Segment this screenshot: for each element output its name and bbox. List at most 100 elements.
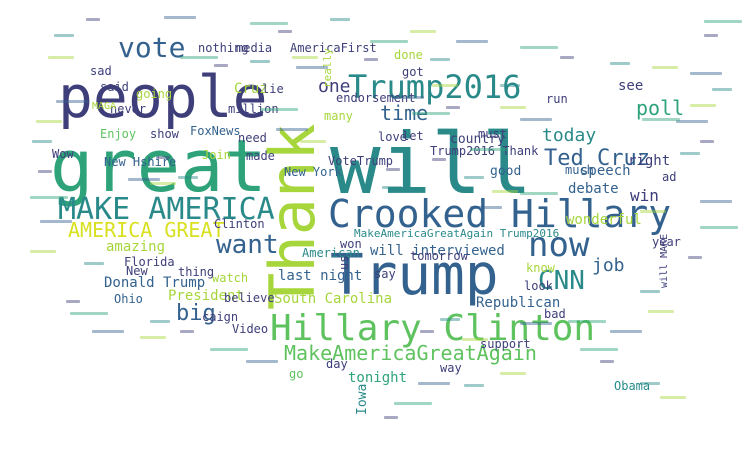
filler-word-mark bbox=[680, 152, 700, 155]
filler-word-mark bbox=[520, 192, 558, 195]
filler-word-mark bbox=[412, 112, 450, 115]
filler-word-mark bbox=[178, 176, 198, 179]
word-wow: Wow bbox=[52, 147, 74, 161]
word-country: country bbox=[450, 132, 505, 147]
word-right: right bbox=[628, 153, 671, 169]
filler-word-mark bbox=[392, 96, 424, 99]
word-see: see bbox=[618, 78, 644, 94]
filler-word-mark bbox=[382, 186, 402, 189]
filler-word-mark bbox=[700, 200, 732, 203]
filler-word-mark bbox=[520, 46, 558, 49]
filler-word-mark bbox=[660, 396, 686, 399]
filler-word-mark bbox=[54, 34, 74, 37]
word-makeamericagreatagain-trump2016: MakeAmericaGreatAgain Trump2016 bbox=[354, 227, 560, 240]
word-foxnews: FoxNews bbox=[190, 124, 241, 138]
word-enjoy: Enjoy bbox=[100, 127, 137, 141]
word-american: American bbox=[302, 246, 360, 260]
word-go: go bbox=[289, 367, 304, 381]
filler-word-mark bbox=[214, 64, 228, 67]
word-obama: Obama bbox=[614, 379, 651, 393]
filler-word-mark bbox=[86, 18, 100, 21]
filler-word-mark bbox=[610, 62, 630, 65]
filler-word-mark bbox=[30, 250, 56, 253]
filler-word-mark bbox=[92, 330, 124, 333]
word-president: President bbox=[168, 288, 244, 304]
word-tomorrow: tomorrow bbox=[410, 249, 468, 263]
word-debate: debate bbox=[568, 181, 619, 197]
filler-word-mark bbox=[456, 40, 488, 43]
word-much: much bbox=[565, 163, 594, 177]
filler-word-mark bbox=[500, 372, 526, 375]
word-done: done bbox=[394, 48, 423, 62]
word-will: will bbox=[330, 115, 533, 213]
word-trump2016: Trump2016 bbox=[348, 68, 522, 106]
word-must: must bbox=[478, 127, 507, 141]
word-iowa: Iowa bbox=[355, 383, 370, 415]
word-sad: sad bbox=[90, 64, 112, 78]
filler-word-mark bbox=[38, 170, 52, 173]
filler-word-mark bbox=[210, 348, 248, 351]
word-many: many bbox=[324, 109, 353, 123]
word-amazing: amazing bbox=[106, 239, 166, 255]
filler-word-mark bbox=[66, 300, 80, 303]
filler-word-mark bbox=[648, 310, 674, 313]
filler-word-mark bbox=[250, 22, 288, 25]
word-new-york: New York bbox=[284, 165, 342, 179]
word-run: run bbox=[546, 92, 568, 106]
filler-word-mark bbox=[180, 330, 194, 333]
word-great: great bbox=[50, 124, 267, 208]
word-need: need bbox=[238, 131, 267, 145]
filler-word-mark bbox=[690, 104, 716, 107]
word-support: support bbox=[480, 337, 531, 351]
word-bad: bad bbox=[544, 307, 566, 321]
filler-word-mark bbox=[300, 140, 326, 143]
word-hillary-clinton: Hillary Clinton bbox=[270, 308, 596, 349]
filler-word-mark bbox=[560, 56, 574, 59]
filler-word-mark bbox=[520, 118, 552, 121]
word-show: show bbox=[150, 127, 179, 141]
filler-word-mark bbox=[432, 84, 458, 87]
word-last-night: last night bbox=[278, 268, 363, 284]
word-ohio: Ohio bbox=[114, 292, 143, 306]
filler-word-mark bbox=[36, 120, 62, 123]
word-cnn: CNN bbox=[538, 266, 585, 296]
word-today: today bbox=[542, 125, 597, 146]
word-ad: ad bbox=[662, 170, 677, 184]
filler-word-mark bbox=[56, 100, 88, 103]
word-media: media bbox=[236, 41, 273, 55]
word-let: let bbox=[402, 129, 424, 143]
word-thing: thing bbox=[178, 265, 215, 279]
word-will-make: will MAKE bbox=[659, 233, 670, 288]
filler-word-mark bbox=[700, 226, 738, 229]
filler-word-mark bbox=[150, 320, 170, 323]
word-video: Video bbox=[232, 322, 269, 336]
filler-word-mark bbox=[676, 120, 708, 123]
filler-word-mark bbox=[386, 168, 400, 171]
filler-word-mark bbox=[464, 384, 484, 387]
filler-word-mark bbox=[420, 330, 434, 333]
filler-word-mark bbox=[640, 382, 660, 385]
word-win: win bbox=[630, 186, 659, 205]
word-make-america: MAKE AMERICA bbox=[58, 192, 275, 227]
word-votetrump: VoteTrump bbox=[328, 154, 394, 168]
filler-word-mark bbox=[520, 322, 552, 325]
filler-word-mark bbox=[688, 256, 702, 259]
word-day: day bbox=[326, 357, 348, 371]
word-tonight: tonight bbox=[348, 370, 408, 386]
word-clinton: Clinton bbox=[214, 217, 265, 231]
filler-word-mark bbox=[440, 318, 460, 321]
filler-word-mark bbox=[500, 106, 526, 109]
filler-word-mark bbox=[704, 20, 742, 23]
filler-word-mark bbox=[700, 140, 714, 143]
word-nothing: nothing bbox=[198, 41, 249, 55]
word-one: one bbox=[318, 76, 351, 97]
word-way: way bbox=[440, 361, 462, 375]
word-endorsement: endorsement bbox=[336, 91, 416, 105]
filler-word-mark bbox=[690, 72, 722, 75]
filler-word-mark bbox=[464, 176, 484, 179]
word-million: million bbox=[228, 102, 279, 116]
filler-word-mark bbox=[640, 290, 660, 293]
word-year: year bbox=[652, 235, 681, 249]
word-join: Join bbox=[202, 148, 231, 162]
word-maga: MAGA bbox=[92, 101, 117, 112]
